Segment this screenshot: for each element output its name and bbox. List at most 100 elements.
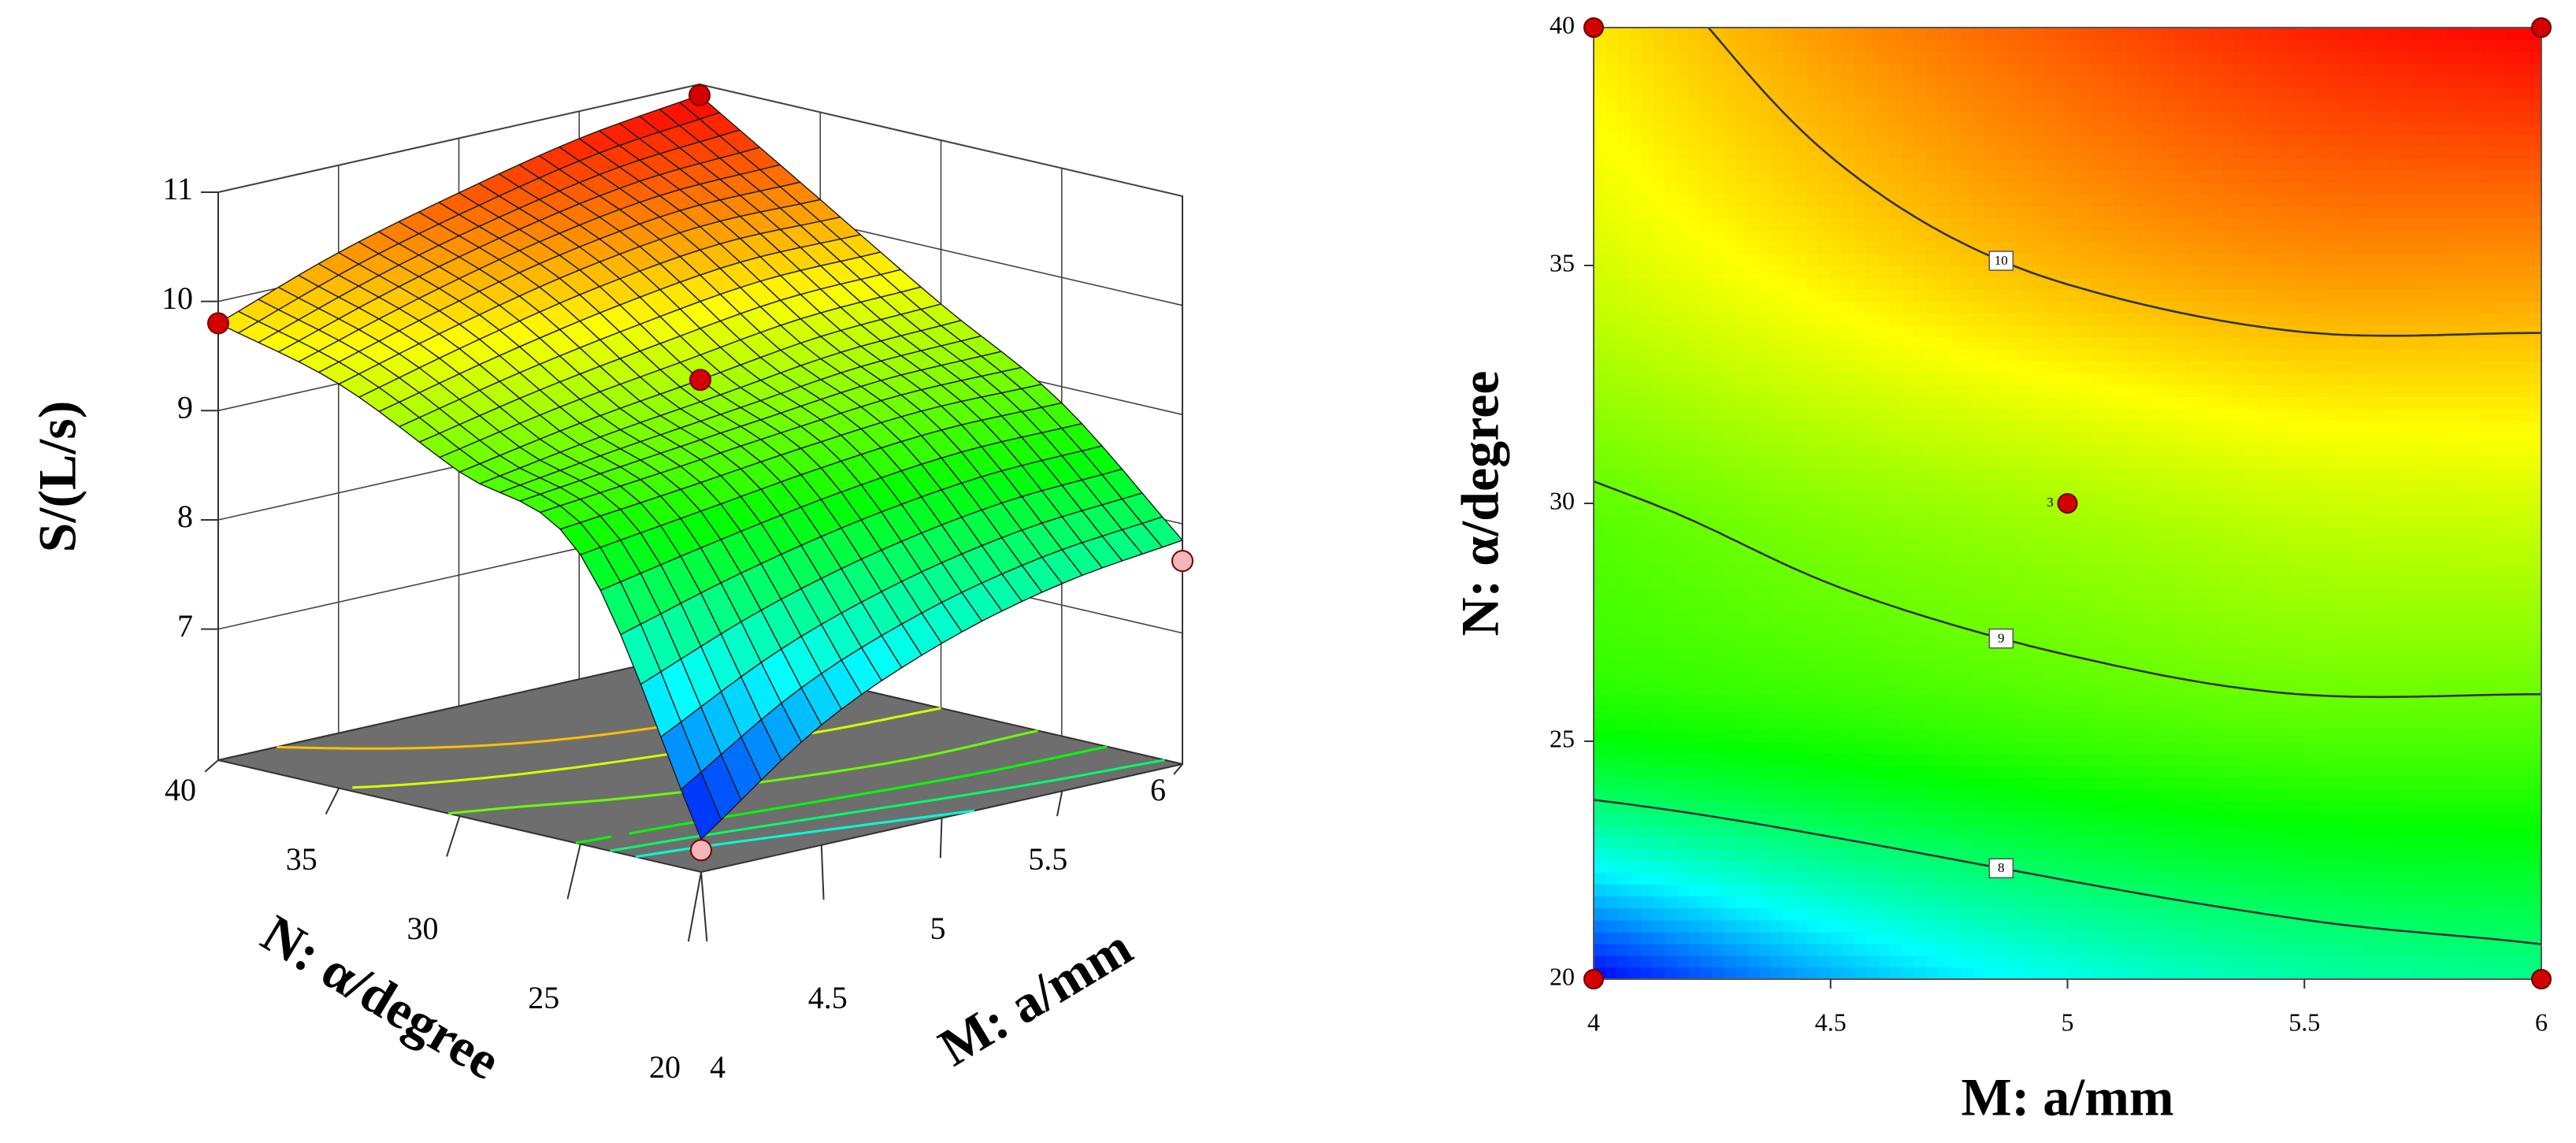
color-cell [1830, 753, 1843, 766]
color-cell [1889, 765, 1902, 778]
color-cell [2387, 836, 2400, 849]
color-cell [1617, 836, 1630, 849]
color-cell [2138, 800, 2151, 814]
color-cell [1949, 872, 1962, 885]
color-cell [1877, 884, 1891, 897]
color-cell [1676, 360, 1690, 373]
color-cell [2091, 741, 2104, 754]
color-cell [2138, 539, 2151, 552]
color-cell [2375, 800, 2389, 814]
color-cell [1854, 503, 1867, 516]
color-cell [2470, 860, 2483, 873]
color-cell [1984, 384, 1998, 397]
color-cell [2340, 646, 2353, 659]
color-cell [2020, 741, 2033, 754]
color-cell [2032, 348, 2045, 362]
color-cell [1735, 336, 1749, 350]
color-cell [1771, 443, 1784, 457]
color-cell [1877, 646, 1891, 659]
color-cell [2020, 765, 2033, 778]
color-cell [2126, 443, 2140, 457]
color-cell [2020, 491, 2033, 504]
color-cell [2008, 562, 2021, 576]
color-cell [1889, 670, 1902, 683]
color-cell [1913, 491, 1926, 504]
color-cell [1617, 884, 1630, 897]
color-cell [2493, 919, 2507, 933]
color-cell [2375, 610, 2389, 623]
color-cell [2387, 443, 2400, 457]
color-cell [1806, 384, 1820, 397]
color-cell [2221, 432, 2234, 445]
color-cell [2328, 384, 2341, 397]
color-cell [1712, 372, 1725, 385]
color-cell [1961, 539, 1973, 552]
color-cell [2043, 610, 2057, 623]
color-cell [2079, 396, 2092, 409]
color-cell [2020, 907, 2033, 921]
color-cell [2493, 360, 2507, 373]
color-cell [2351, 729, 2365, 742]
color-cell [2481, 610, 2495, 623]
color-cell [2470, 848, 2483, 861]
color-cell [1735, 777, 1749, 790]
color-cell [2434, 646, 2448, 659]
color-cell [2281, 408, 2294, 421]
color-cell [2434, 884, 2448, 897]
color-cell [2209, 967, 2222, 980]
color-cell [1877, 812, 1891, 826]
color-cell [1795, 455, 1808, 469]
color-cell [1605, 503, 1618, 516]
color-cell [1937, 967, 1950, 980]
color-cell [2340, 943, 2353, 956]
color-cell [1961, 467, 1973, 481]
color-cell [1854, 896, 1867, 909]
color-cell [2281, 789, 2294, 802]
color-cell [2481, 360, 2495, 373]
color-cell [2411, 622, 2424, 635]
color-cell [2340, 872, 2353, 885]
color-cell [2481, 800, 2495, 814]
color-cell [2138, 836, 2151, 849]
color-cell [2257, 432, 2270, 445]
color-cell [2245, 931, 2258, 944]
color-cell [2079, 610, 2092, 623]
color-cell [2055, 408, 2069, 421]
color-cell [1913, 931, 1926, 944]
color-cell [1617, 693, 1630, 707]
color-cell [2529, 372, 2542, 385]
color-cell [2458, 646, 2471, 659]
color-cell [2399, 551, 2412, 564]
color-cell [2422, 955, 2436, 968]
color-cell [2138, 896, 2151, 909]
color-cell [2470, 384, 2483, 397]
color-cell [1889, 562, 1902, 576]
color-cell [1712, 622, 1725, 635]
color-cell [2340, 503, 2353, 516]
color-cell [2114, 384, 2128, 397]
color-cell [1605, 943, 1618, 956]
color-cell [2221, 467, 2234, 481]
color-cell [1759, 598, 1772, 611]
color-cell [1629, 455, 1642, 469]
color-cell [1842, 443, 1855, 457]
color-cell [2292, 336, 2306, 350]
color-cell [1641, 574, 1654, 588]
color-cell [1700, 432, 1713, 445]
color-cell [1676, 646, 1690, 659]
color-cell [1818, 551, 1832, 564]
color-cell [1973, 443, 1986, 457]
color-cell [1641, 681, 1654, 695]
color-cell [2043, 598, 2057, 611]
color-cell [2328, 598, 2341, 611]
color-cell [2055, 551, 2069, 564]
color-cell [1688, 824, 1702, 837]
color-cell [2340, 467, 2353, 481]
color-cell [2505, 800, 2518, 814]
color-cell [2363, 646, 2377, 659]
color-cell [1961, 384, 1973, 397]
color-cell [1700, 717, 1713, 730]
color-cell [1653, 539, 1666, 552]
color-cell [1653, 455, 1666, 469]
x-tick [700, 871, 708, 942]
